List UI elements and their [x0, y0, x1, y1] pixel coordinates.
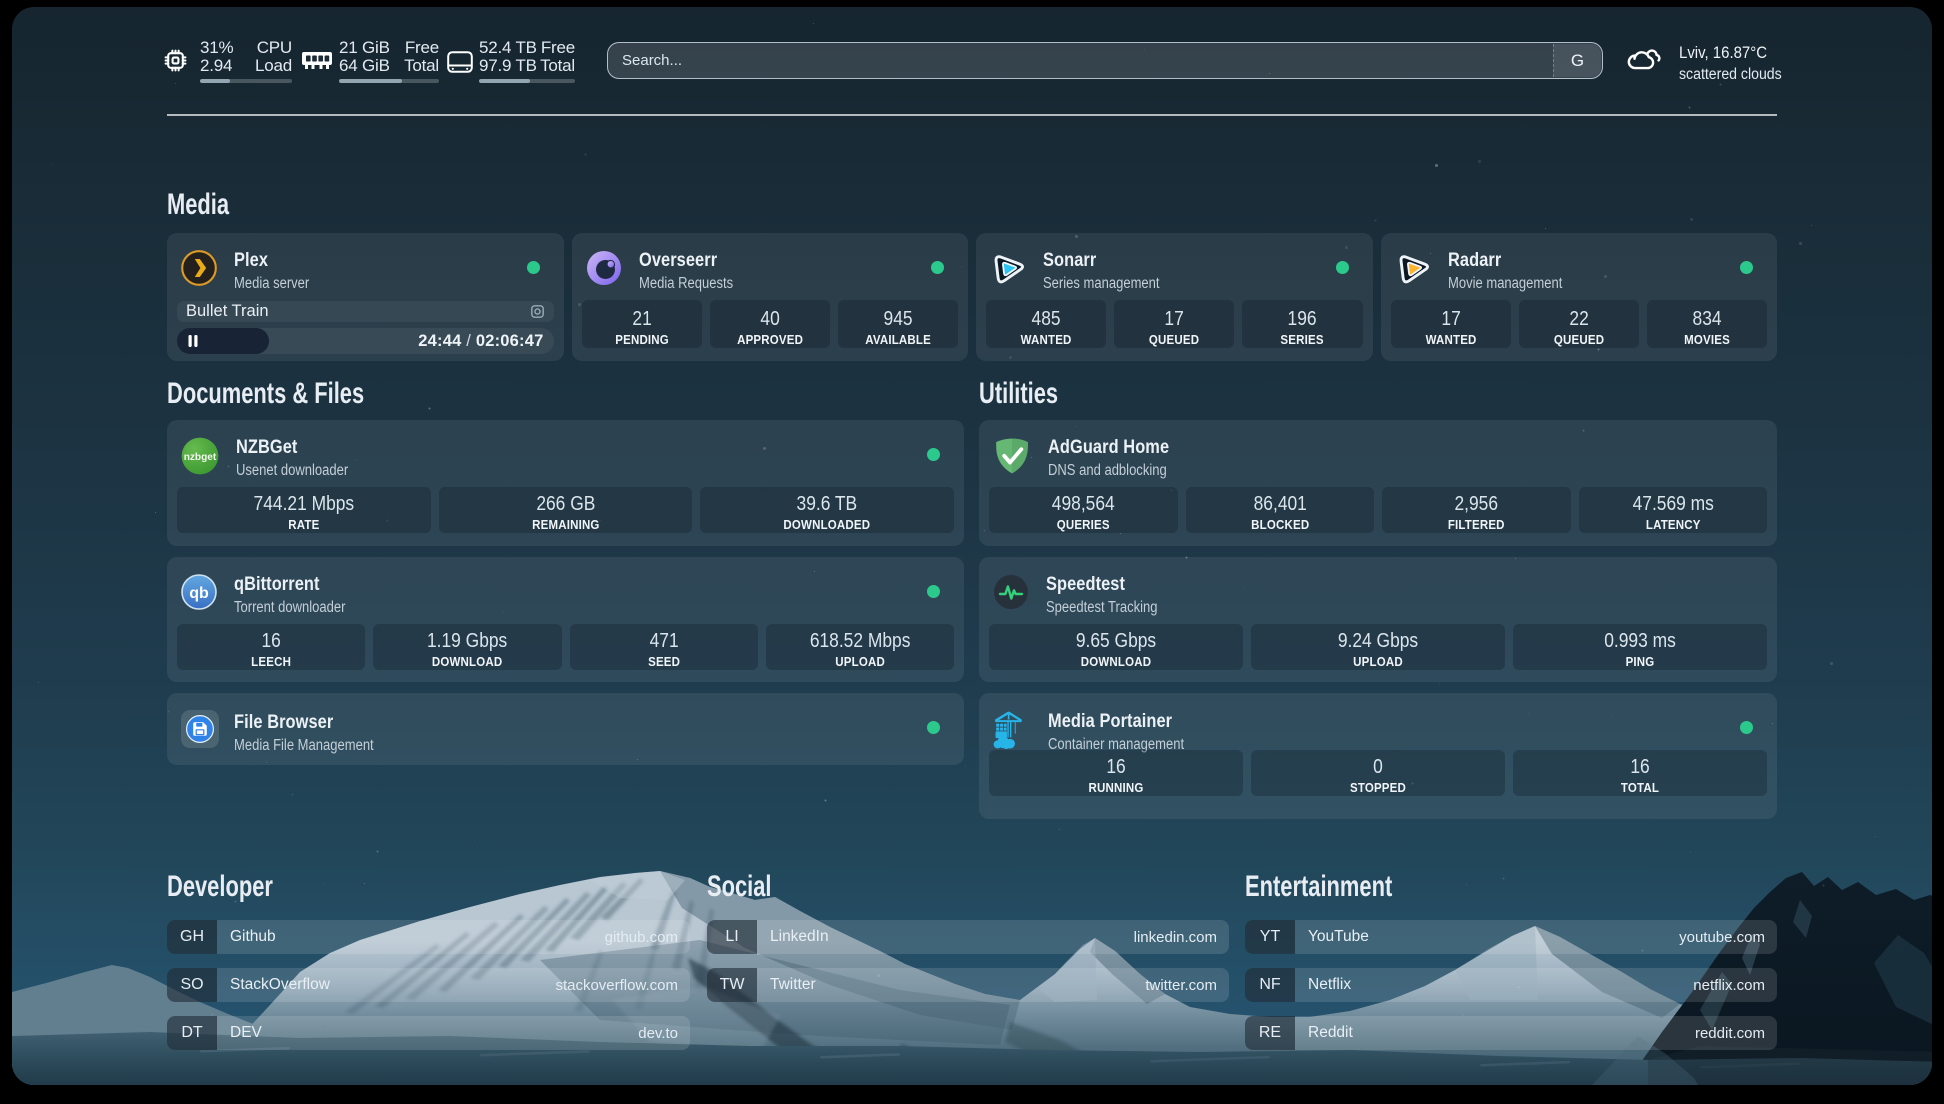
- svg-text:nzbget: nzbget: [184, 452, 217, 463]
- svg-text:qb: qb: [189, 585, 209, 602]
